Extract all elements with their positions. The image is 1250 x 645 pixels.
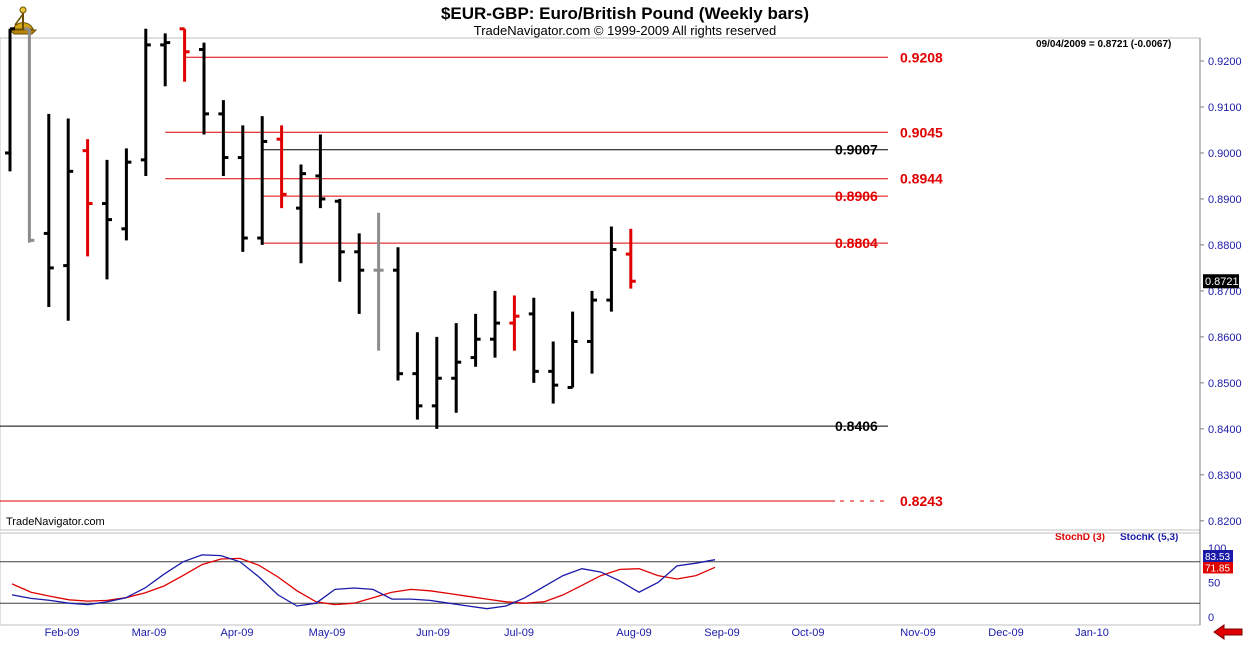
y-tick-label: 0.8800 [1208,240,1242,252]
x-tick-label: Aug-09 [616,627,651,639]
y-tick-label: 0.8200 [1208,516,1242,528]
level-label: 0.8906 [835,188,878,204]
price-panel-frame [0,37,1201,531]
x-tick-label: May-09 [309,627,346,639]
stoch-last-box [1203,550,1233,562]
price-readout: 09/04/2009 = 0.8721 (-0.0067) [1036,39,1172,50]
y-tick-label: 0.9000 [1208,148,1242,160]
level-label: 0.9045 [900,124,943,140]
y-tick-label: 0.8600 [1208,332,1242,344]
last-price-box [1203,274,1239,289]
red-left-arrow-icon[interactable] [1212,624,1244,640]
x-tick-label: Jan-10 [1075,627,1109,639]
y-tick-label: 0.8900 [1208,194,1242,206]
x-tick-label: Oct-09 [791,627,824,639]
x-tick-label: Nov-09 [900,627,935,639]
legend-stochk: StochK (5,3) [1120,532,1179,543]
stoch-tick-label: 50 [1208,578,1220,590]
level-label: 0.8804 [835,235,878,251]
x-tick-label: Apr-09 [220,627,253,639]
level-label: 0.9208 [900,49,943,65]
y-tick-label: 0.8500 [1208,378,1242,390]
x-tick-label: Mar-09 [132,627,167,639]
y-tick-label: 0.8700 [1208,286,1242,298]
x-tick-label: Dec-09 [988,627,1023,639]
level-label: 0.8243 [900,493,943,509]
y-tick-label: 0.8300 [1208,470,1242,482]
x-tick-label: Sep-09 [704,627,739,639]
x-tick-label: Feb-09 [45,627,80,639]
stoch-last-label: 83.53 [1205,552,1230,563]
stoch-last-box [1203,561,1233,574]
legend-stochd: StochD (3) [1055,532,1105,543]
y-tick-label: 0.8400 [1208,424,1242,436]
level-label: 0.8406 [835,418,878,434]
watermark-label: TradeNavigator.com [6,516,105,528]
stoch-last-label: 71.85 [1205,563,1230,574]
stochd-line [11,557,716,606]
x-tick-label: Jul-09 [504,627,534,639]
x-tick-label: Jun-09 [416,627,450,639]
chart-title: $EUR-GBP: Euro/British Pound (Weekly bar… [440,4,810,23]
level-label: 0.8944 [900,171,943,187]
last-price-label: 0.8721 [1205,276,1239,288]
stochk-line [11,554,716,610]
y-tick-label: 0.9200 [1208,56,1242,68]
y-tick-label: 0.9100 [1208,102,1242,114]
copyright-subtitle: TradeNavigator.com © 1999-2009 All right… [473,23,777,38]
stoch-tick-label: 0 [1208,612,1214,624]
stoch-panel-frame [0,532,1201,626]
level-label: 0.9007 [835,142,878,158]
